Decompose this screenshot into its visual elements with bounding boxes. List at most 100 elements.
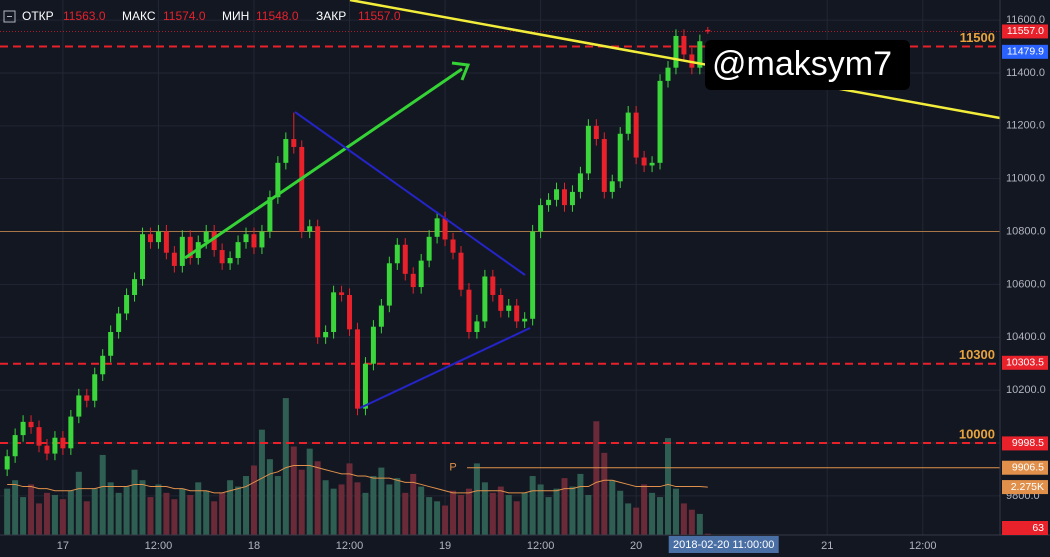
y-tick-label: 10400.0 [1006,331,1046,343]
volume-bar [688,509,695,535]
candle-body [577,173,583,192]
volume-bar [258,429,265,535]
level-label: 11500 [960,30,995,45]
candle-body [410,273,416,288]
crosshair-label: 2018-02-20 11:00:00 [673,539,774,551]
candle-body [147,234,153,243]
candle-body [84,395,90,401]
volume-bar [410,473,417,535]
candle-body [402,244,408,274]
candle-body [641,157,647,166]
volume-bar [402,492,409,535]
volume-bar [338,484,345,535]
candle-body [116,313,122,332]
volume-bar [481,482,488,535]
volume-bar [179,488,186,535]
header-label: ОТКР [22,9,54,23]
candle-body [140,234,146,280]
candle-body [386,263,392,306]
volume-bar [386,484,393,535]
volume-bar [155,484,162,535]
volume-bar [227,480,234,535]
volume-bar [322,480,329,535]
candle-body [442,218,448,240]
x-tick-label: 21 [821,540,833,552]
volume-bar [641,484,648,535]
volume-bar [497,486,504,535]
candle-body [458,252,464,290]
candle-body [569,191,575,206]
trendline [349,0,1001,120]
candle-body [378,305,384,327]
volume-bar [163,492,170,535]
candle-body [426,236,432,261]
volume-bar [593,421,600,535]
arrow-line [184,67,463,260]
price-badge [1002,44,1048,59]
volume-bar [529,476,536,535]
volume-bar [362,492,369,535]
volume-bar [187,494,194,535]
volume-bar [43,492,50,535]
candle-body [163,231,169,253]
volume-bar [672,488,679,535]
candle-body [235,242,241,258]
volume-bar [354,482,361,535]
header-value: 11563.0 [63,9,106,23]
volume-bar [123,486,130,535]
x-tick-label: 12:00 [145,540,173,552]
candle-body [625,112,631,134]
volume-bar [625,503,632,535]
drawings [184,0,1001,409]
volume-bar [601,452,608,535]
level-label: 10300 [959,347,995,362]
candle-body [370,326,376,364]
volume-bar [561,478,568,535]
crosshair-badge [668,536,779,553]
candle-body [243,234,249,243]
x-tick-label: 12:00 [336,540,364,552]
x-tick-label: 20 [630,540,642,552]
candle-body [538,205,544,232]
candle-body [466,289,472,332]
y-tick-label: 10800.0 [1006,225,1046,237]
candle-body [219,250,225,264]
candle-body [315,226,321,338]
header-label: ЗАКР [316,9,346,23]
candle-body [561,189,567,206]
y-tick-label: 10600.0 [1006,278,1046,290]
volume-bar [378,467,385,535]
candle-body [705,29,711,32]
candle-body [394,244,400,264]
candle-body [12,435,18,457]
candle-body [76,395,82,417]
volume-bar [131,469,138,535]
candle-body [546,199,552,206]
y-tick-label: 11400.0 [1006,67,1045,79]
volume-bar [537,484,544,535]
candle-body [362,363,368,409]
triangle-line [359,327,531,409]
candle-body [585,125,591,174]
volume-bar [553,488,560,535]
candle-body [100,355,106,375]
volume-bar [99,454,106,535]
volume-bar [211,501,218,535]
marker-label: P [449,462,456,474]
candle-body [68,416,74,449]
volume-bar [243,476,250,535]
volume-bar [617,490,624,535]
volume-bar [394,478,401,535]
volume-bar [664,438,671,535]
candle-body [323,331,329,338]
x-tick-label: 12:00 [527,540,555,552]
axes: 9800.010000.010200.010400.010600.010800.… [57,14,1048,553]
candle-body [593,125,599,140]
volume-bar [513,501,520,535]
candle-body [450,239,456,253]
candle-body [259,231,265,248]
candle-body [28,421,34,428]
collapse-icon[interactable] [3,10,16,23]
candle-body [554,189,560,200]
